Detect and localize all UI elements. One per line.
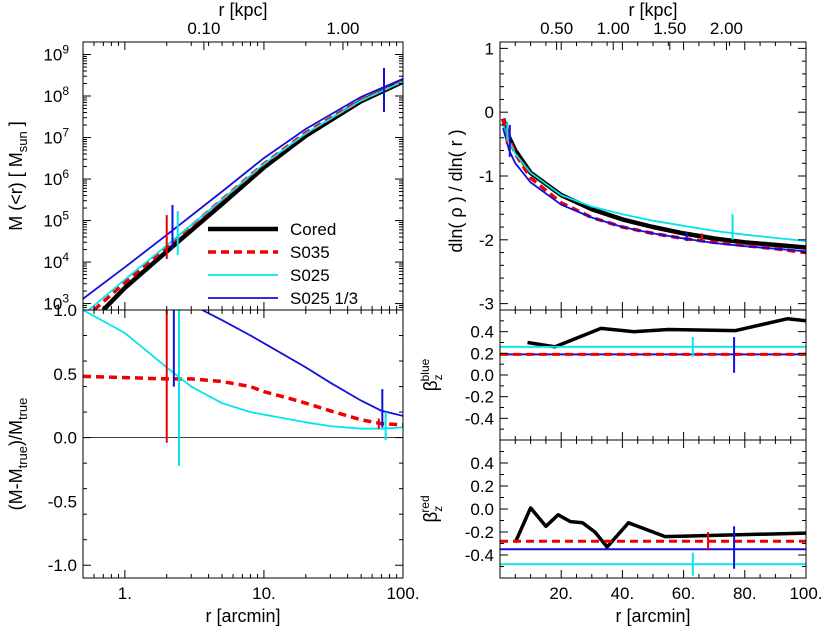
y-tick-label: -2 xyxy=(479,231,494,250)
panel-mass: 103 104 105 106 107 108 109 0.10 1.00 r [kpc] M (<… xyxy=(6,0,404,314)
x-tick-label: 10. xyxy=(252,584,276,603)
y-tick-label: 0.0 xyxy=(53,429,77,448)
x-tick-label: 80. xyxy=(733,584,757,603)
x-tick-label: 40. xyxy=(611,584,635,603)
y-tick-label: -1 xyxy=(479,167,494,186)
top-axis-label: r [kpc] xyxy=(218,0,267,20)
series-group xyxy=(83,310,403,466)
y-tick-label: 0.5 xyxy=(53,365,77,384)
series-group xyxy=(500,506,806,576)
series-group xyxy=(500,316,806,373)
top-tick-label: 0.50 xyxy=(540,19,573,38)
plot-frame xyxy=(82,309,404,579)
panel-beta_blue: -0.4 -0.2 0.0 0.2 0.4 βzblue xyxy=(418,309,807,441)
y-tick-label: 0.4 xyxy=(470,454,494,473)
x-tick-label: 1. xyxy=(118,584,132,603)
series-line-cored xyxy=(527,316,806,349)
y-tick-label: 1 xyxy=(485,39,494,58)
y-tick-label: 104 xyxy=(43,250,69,272)
legend-label-cored: Cored xyxy=(290,220,336,239)
y-tick-label: 107 xyxy=(43,126,69,148)
legend-label-s025_13: S025 1/3 xyxy=(290,289,358,308)
top-tick-label: 0.10 xyxy=(187,19,220,38)
series-line-s025_13 xyxy=(201,310,403,417)
y-tick-label: -0.5 xyxy=(48,492,77,511)
y-tick-label: 0.2 xyxy=(470,344,494,363)
series-line-s035 xyxy=(83,374,403,427)
panel-slope: -3 -2 -1 0 1 0.50 1.00 1.50 2.00 r [kpc] dln( ρ ) … xyxy=(446,0,807,314)
top-axis-label: r [kpc] xyxy=(628,0,677,20)
y-axis-label: M (<r) [ Msun ] xyxy=(6,121,30,230)
y-tick-label: 0 xyxy=(485,103,494,122)
plot-frame xyxy=(82,41,404,311)
plot-frame xyxy=(499,41,807,311)
x-axis-label: r [arcmin] xyxy=(205,606,280,626)
y-tick-label: 106 xyxy=(43,167,69,189)
y-tick-label: -0.2 xyxy=(465,388,494,407)
panel-beta_red: 20. 40. 60. 80. 100. r [arcmin] -0.4 -0.2 0.0 0.2… xyxy=(418,439,823,626)
legend-label-s035: S035 xyxy=(290,243,330,262)
y-tick-label: -0.4 xyxy=(465,546,494,565)
y-tick-label: -3 xyxy=(479,295,494,314)
y-tick-label: 105 xyxy=(43,209,69,231)
y-tick-label: 103 xyxy=(43,292,69,314)
series-group xyxy=(83,67,403,310)
y-tick-label: 1.0 xyxy=(53,301,77,320)
x-tick-label: 20. xyxy=(549,584,573,603)
y-tick-label: 108 xyxy=(43,84,69,106)
legend: Cored S035 S025 S025 1/3 xyxy=(208,220,358,308)
y-tick-label: -1.0 xyxy=(48,556,77,575)
series-line-s025_13 xyxy=(502,127,806,253)
panel-fracerr: 1. 10. 100. r [arcmin] -1.0 -0.5 0.0 0.5 1.0 (M-M… xyxy=(6,301,420,626)
x-tick-label: 100. xyxy=(386,584,419,603)
y-tick-label: 0.0 xyxy=(470,500,494,519)
top-tick-label: 1.50 xyxy=(653,19,686,38)
series-line-cored xyxy=(500,117,806,250)
x-axis-label: r [arcmin] xyxy=(615,606,690,626)
series-line-s025 xyxy=(88,80,403,310)
legend-label-s025: S025 xyxy=(290,266,330,285)
series-line-s025 xyxy=(502,124,806,242)
series-line-cored xyxy=(513,506,806,549)
top-tick-label: 1.00 xyxy=(326,19,359,38)
y-tick-label: -0.4 xyxy=(465,409,494,428)
x-tick-label: 100. xyxy=(789,584,822,603)
y-axis-label: dln( ρ ) / dln( r ) xyxy=(446,129,466,252)
series-line-s025 xyxy=(83,310,403,430)
top-tick-label: 2.00 xyxy=(710,19,743,38)
y-axis-label: βzred xyxy=(418,495,445,522)
x-tick-label: 60. xyxy=(672,584,696,603)
y-tick-label: 0.4 xyxy=(470,323,494,342)
y-tick-label: 109 xyxy=(43,42,69,64)
top-tick-label: 1.00 xyxy=(597,19,630,38)
series-line-s025_13 xyxy=(83,77,403,300)
y-axis-label: (M-Mtrue)/Mtrue xyxy=(6,398,30,511)
y-tick-label: 0.0 xyxy=(470,366,494,385)
y-axis-label: βzblue xyxy=(418,358,445,391)
y-tick-label: 0.2 xyxy=(470,477,494,496)
y-tick-label: -0.2 xyxy=(465,523,494,542)
plot-frame xyxy=(499,439,807,579)
series-group xyxy=(500,117,806,255)
